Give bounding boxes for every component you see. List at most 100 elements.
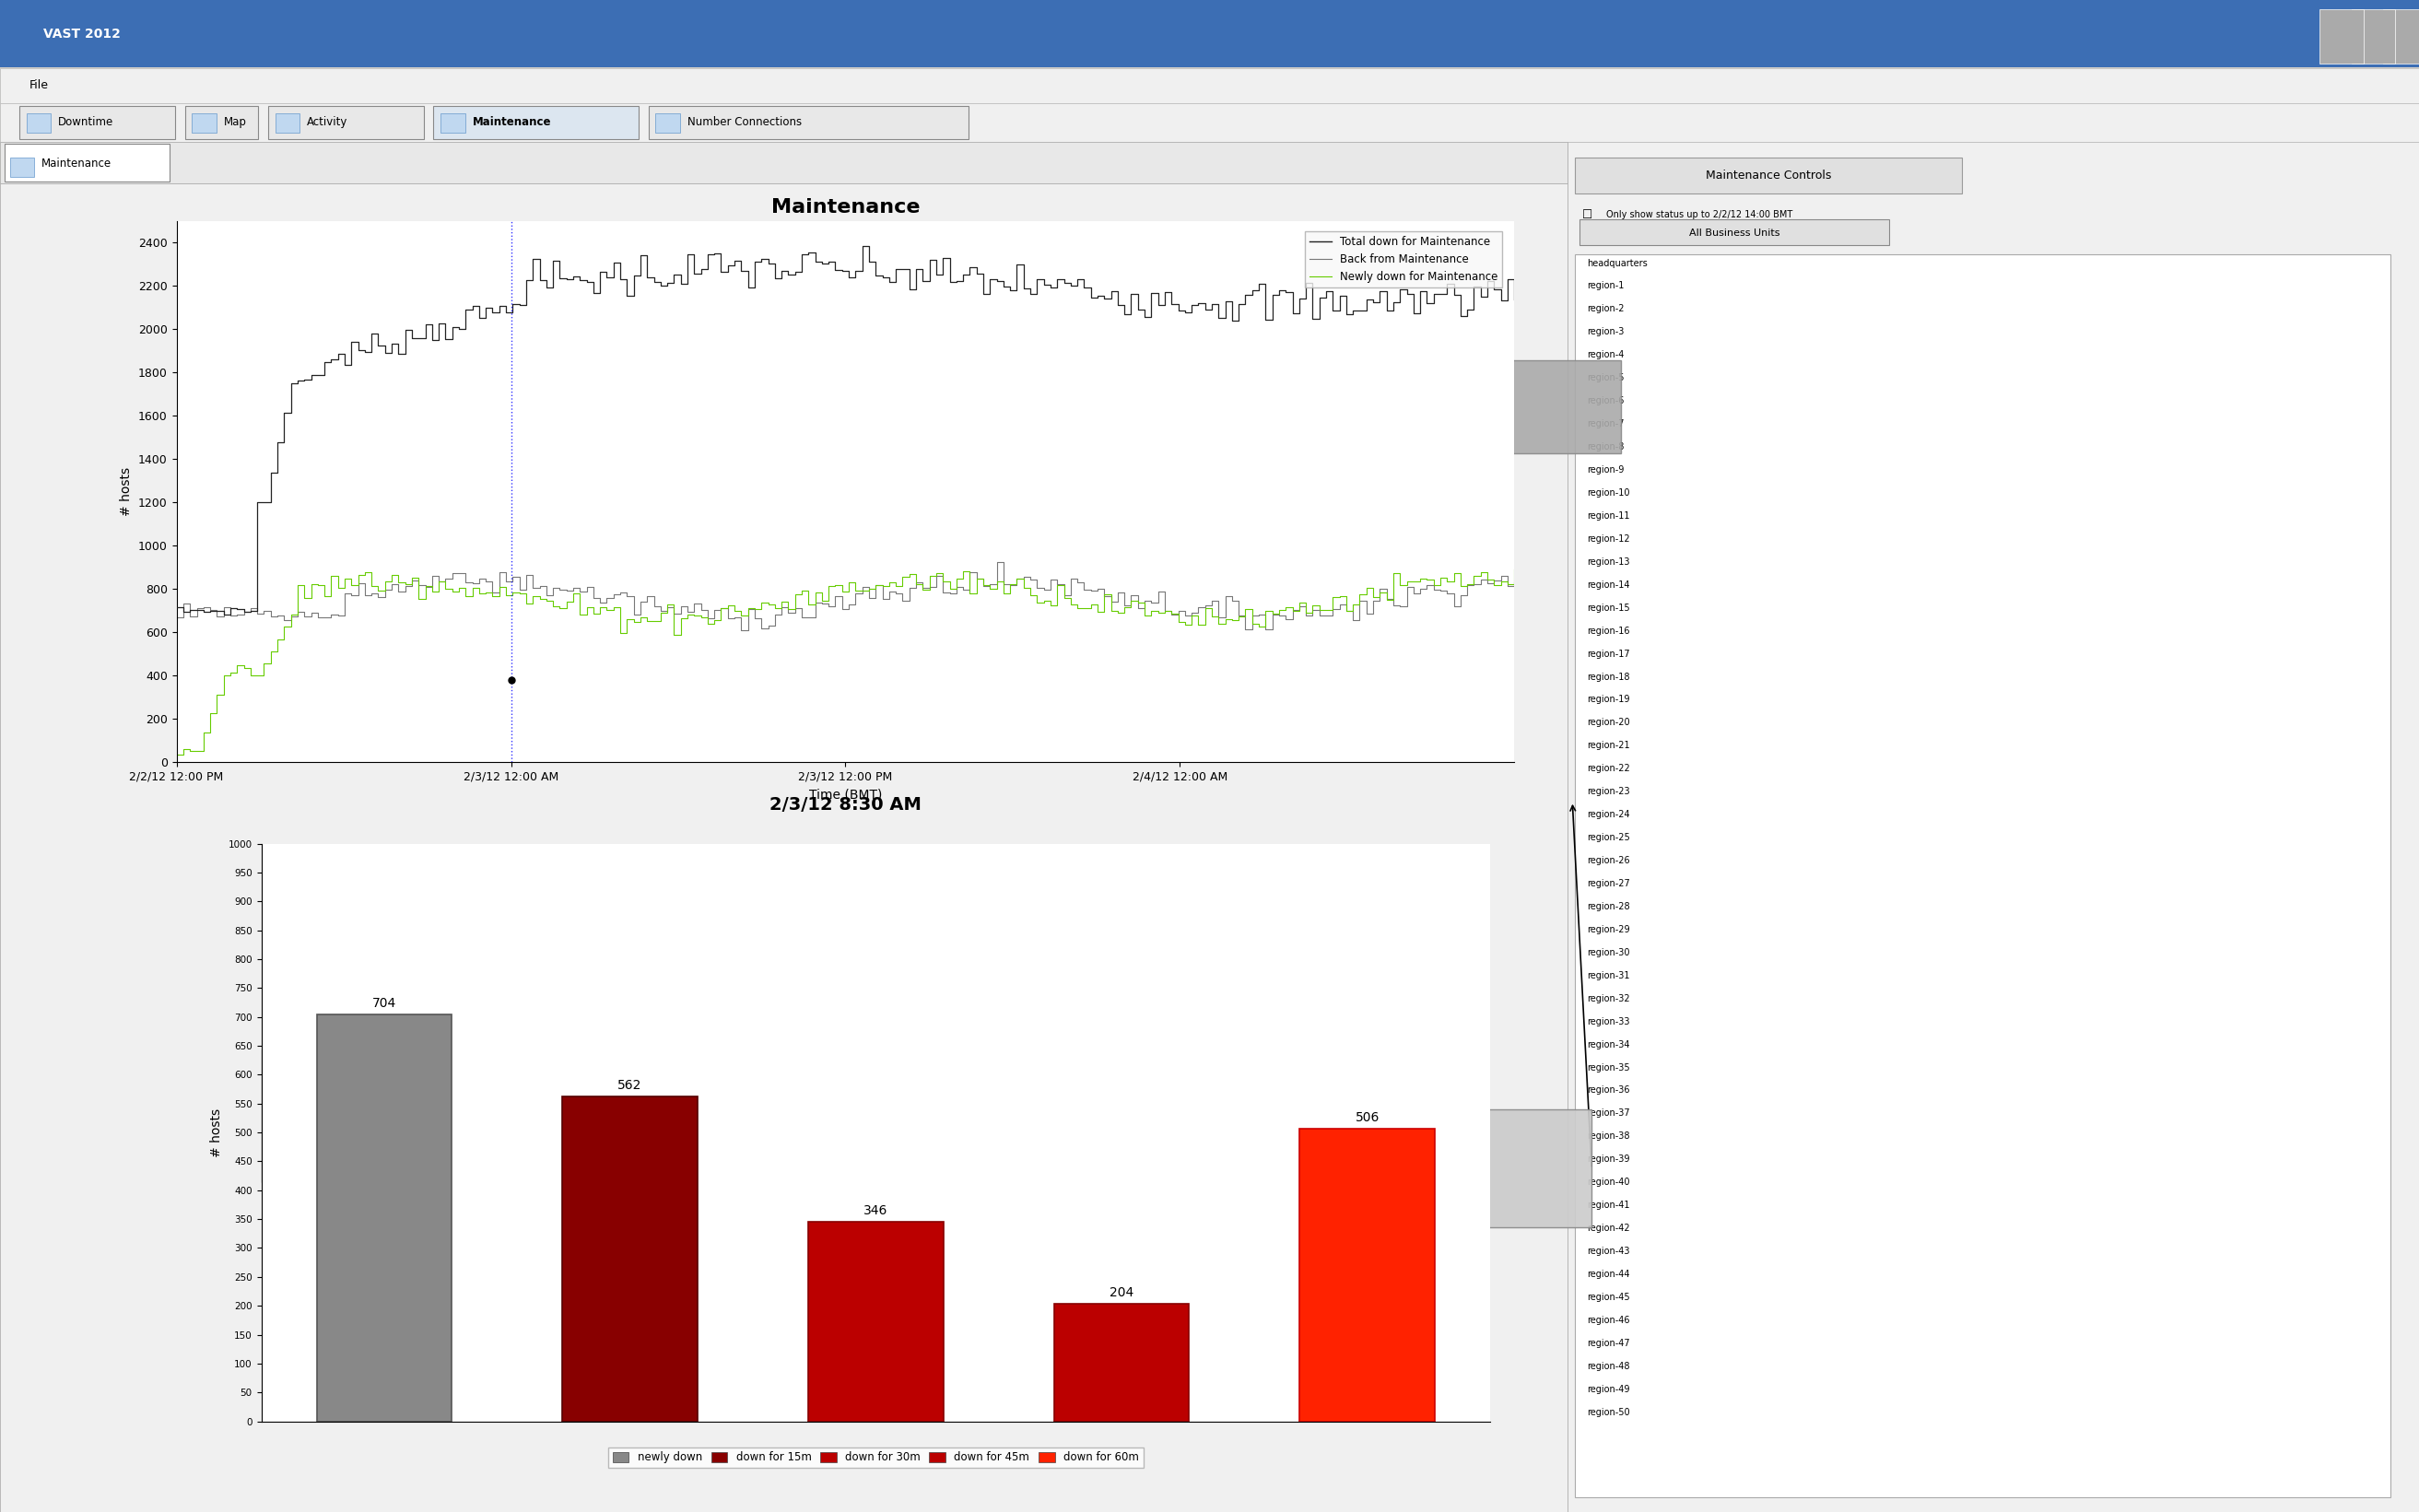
Text: region-27: region-27 [1587, 878, 1630, 888]
FancyBboxPatch shape [1185, 1110, 1592, 1228]
Text: region-6: region-6 [1587, 396, 1623, 405]
Newly down for Maintenance [215, 664, 244, 682]
FancyBboxPatch shape [19, 106, 174, 139]
Newly down for Maintenance [411, 578, 440, 596]
Text: region-35: region-35 [1587, 1063, 1630, 1072]
Text: region-43: region-43 [1587, 1247, 1630, 1256]
FancyBboxPatch shape [10, 157, 34, 177]
Text: region-28: region-28 [1587, 903, 1630, 912]
Line: Newly down for Maintenance: Newly down for Maintenance [177, 569, 1514, 754]
Text: region-34: region-34 [1587, 1040, 1630, 1049]
Text: region-14: region-14 [1587, 581, 1630, 590]
Text: region-15: region-15 [1587, 603, 1630, 612]
Text: region-26: region-26 [1587, 856, 1630, 865]
Newly down for Maintenance [1500, 559, 1529, 578]
Text: region-13: region-13 [1587, 558, 1630, 567]
Text: region-20: region-20 [1587, 718, 1630, 727]
Text: 204: 204 [1110, 1285, 1135, 1299]
Text: region-3: region-3 [1587, 328, 1623, 337]
Newly down for Maintenance [1432, 572, 1461, 590]
Back from Maintenance [1500, 573, 1529, 591]
Total down for Maintenance [1500, 290, 1529, 308]
Text: region-25: region-25 [1587, 833, 1630, 842]
X-axis label: Time (BMT): Time (BMT) [808, 788, 883, 801]
Back from Maintenance [1398, 585, 1427, 603]
Text: 346: 346 [864, 1204, 888, 1217]
FancyBboxPatch shape [0, 68, 2419, 103]
Text: region-21: region-21 [1587, 741, 1630, 750]
Newly down for Maintenance [1386, 576, 1415, 594]
Text: region-1: region-1 [1587, 281, 1623, 290]
Text: region-9: region-9 [1587, 466, 1623, 475]
FancyBboxPatch shape [191, 113, 215, 133]
Text: As an analyst brushes over the
top plot area, a breakdown
showing how much time : As an analyst brushes over the top plot … [402, 1083, 585, 1149]
Text: region-50: region-50 [1587, 1408, 1630, 1417]
Total down for Maintenance [162, 597, 191, 615]
Text: region-10: region-10 [1587, 488, 1630, 497]
Text: region-31: region-31 [1587, 971, 1630, 980]
Total down for Maintenance [1447, 307, 1476, 325]
Text: region-24: region-24 [1587, 810, 1630, 820]
Text: 562: 562 [617, 1080, 641, 1092]
Text: Only show status up to 2/2/12 14:00 BMT: Only show status up to 2/2/12 14:00 BMT [1606, 210, 1792, 219]
Text: region-17: region-17 [1587, 649, 1630, 658]
FancyBboxPatch shape [1568, 142, 2419, 1512]
Legend: Total down for Maintenance, Back from Maintenance, Newly down for Maintenance: Total down for Maintenance, Back from Ma… [1306, 231, 1502, 287]
Text: All Business Units: All Business Units [1688, 228, 1780, 237]
Text: region-16: region-16 [1587, 626, 1630, 635]
FancyBboxPatch shape [2383, 9, 2419, 64]
Newly down for Maintenance [518, 587, 547, 605]
Text: region-11: region-11 [1587, 511, 1630, 520]
Text: region-41: region-41 [1587, 1201, 1630, 1210]
Text: region-29: region-29 [1587, 925, 1630, 934]
Bar [317, 1015, 452, 1421]
FancyBboxPatch shape [261, 1049, 726, 1182]
Text: region-44: region-44 [1587, 1270, 1630, 1279]
Text: region-46: region-46 [1587, 1315, 1630, 1325]
FancyBboxPatch shape [0, 183, 1568, 1512]
Text: region-39: region-39 [1587, 1155, 1630, 1164]
FancyBboxPatch shape [27, 113, 51, 133]
Text: Activity: Activity [307, 116, 348, 129]
Text: Number Connections: Number Connections [687, 116, 801, 129]
Back from Maintenance [411, 578, 440, 596]
Back from Maintenance [242, 605, 271, 623]
Text: region-42: region-42 [1587, 1223, 1630, 1232]
Text: Downtime: Downtime [58, 116, 114, 129]
Text: region-5: region-5 [1587, 373, 1623, 383]
Bar [1299, 1129, 1434, 1421]
FancyBboxPatch shape [648, 106, 968, 139]
Total down for Maintenance [223, 600, 252, 618]
Total down for Maintenance [847, 237, 876, 256]
FancyBboxPatch shape [269, 106, 423, 139]
Text: 704: 704 [373, 996, 397, 1010]
Back from Maintenance [1447, 587, 1476, 605]
Text: VAST 2012: VAST 2012 [44, 27, 121, 41]
Text: region-2: region-2 [1587, 304, 1623, 313]
Text: 2/3/12 8:30 AM: 2/3/12 8:30 AM [769, 795, 922, 813]
Back from Maintenance [726, 621, 755, 640]
FancyBboxPatch shape [433, 106, 639, 139]
Text: Maintenance Controls: Maintenance Controls [1705, 169, 1831, 181]
Text: Map: Map [223, 116, 247, 129]
Bar [808, 1222, 943, 1421]
FancyBboxPatch shape [656, 113, 680, 133]
Text: region-12: region-12 [1587, 534, 1630, 543]
FancyBboxPatch shape [184, 106, 259, 139]
Text: region-48: region-48 [1587, 1362, 1630, 1371]
Total down for Maintenance [208, 605, 237, 623]
FancyBboxPatch shape [5, 144, 169, 181]
Text: Maintenance: Maintenance [41, 157, 111, 169]
Y-axis label: # hosts: # hosts [121, 467, 133, 516]
Total down for Maintenance [418, 331, 448, 349]
Text: region-4: region-4 [1587, 351, 1623, 360]
FancyBboxPatch shape [1580, 219, 1889, 245]
FancyBboxPatch shape [440, 113, 464, 133]
Back from Maintenance [215, 606, 244, 624]
FancyBboxPatch shape [1575, 157, 1962, 194]
Y-axis label: # hosts: # hosts [210, 1108, 223, 1157]
Text: region-37: region-37 [1587, 1108, 1630, 1117]
Back from Maintenance [982, 552, 1011, 570]
Back from Maintenance [162, 608, 191, 626]
Total down for Maintenance [525, 271, 554, 289]
